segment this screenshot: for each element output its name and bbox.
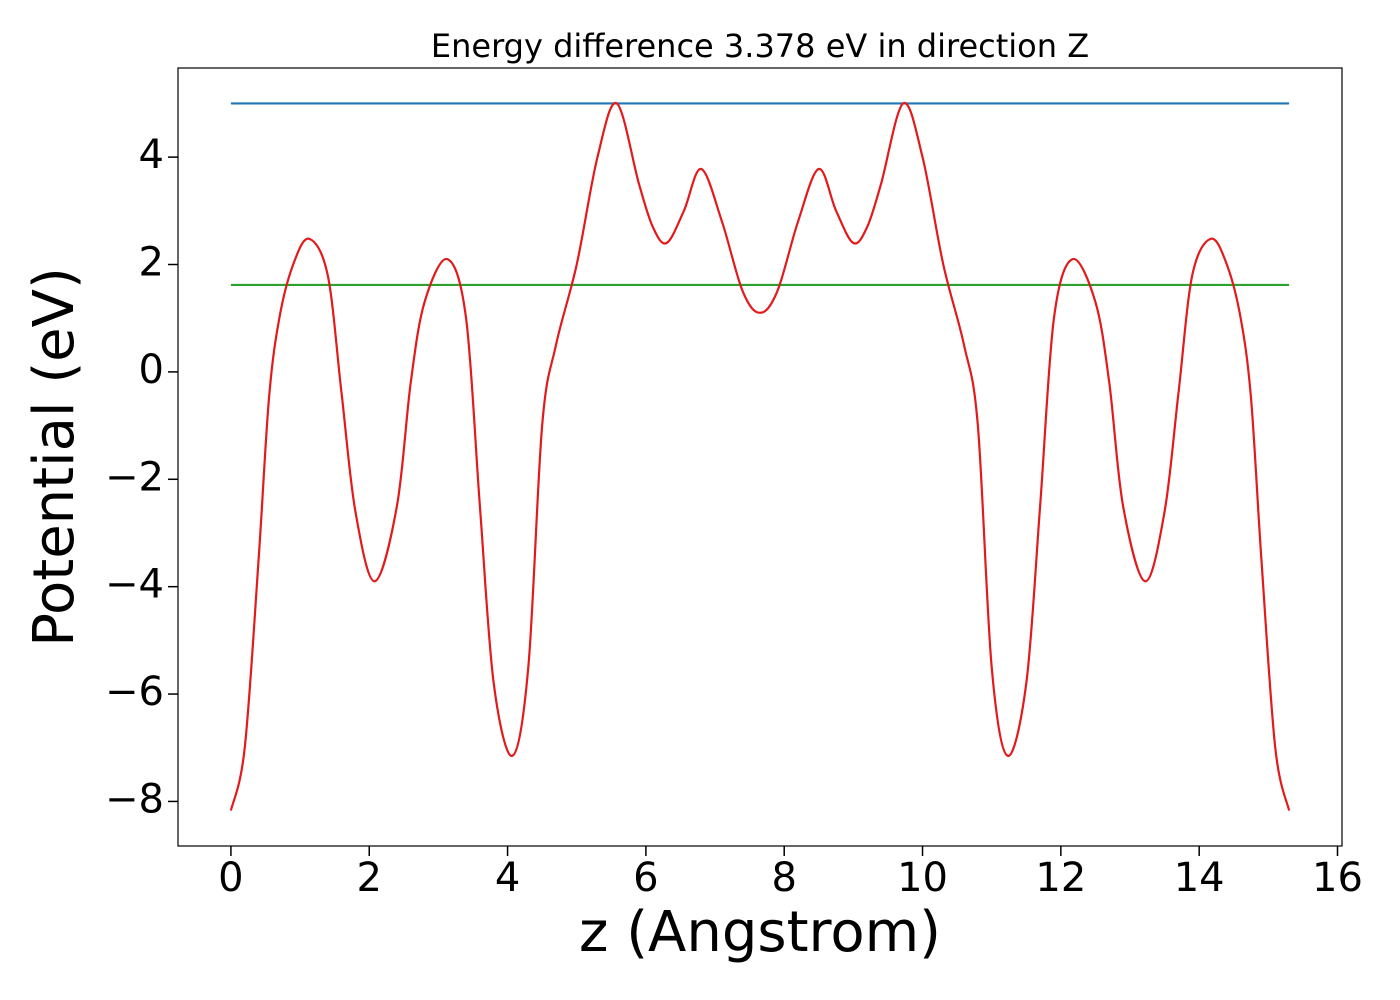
x-tick-label: 12 [1035, 855, 1086, 901]
y-axis-label: Potential (eV) [22, 267, 87, 647]
x-tick-label: 4 [495, 855, 520, 901]
y-tick-label: −6 [105, 669, 164, 715]
x-tick-label: 2 [357, 855, 382, 901]
y-tick-label: −8 [105, 776, 164, 822]
x-tick-label: 14 [1174, 855, 1225, 901]
chart-title: Energy difference 3.378 eV in direction … [431, 27, 1089, 65]
y-tick-label: 0 [139, 347, 164, 393]
x-tick-label: 10 [897, 855, 948, 901]
y-tick-label: 4 [139, 132, 164, 178]
y-tick-label: −2 [105, 454, 164, 500]
x-tick-label: 0 [218, 855, 243, 901]
y-tick-label: −4 [105, 562, 164, 608]
x-axis-label: z (Angstrom) [579, 900, 941, 965]
x-tick-label: 16 [1312, 855, 1363, 901]
data-line [229, 102, 1291, 811]
x-tick-label: 6 [633, 855, 658, 901]
x-tick-label: 8 [771, 855, 796, 901]
y-tick-label: 2 [139, 240, 164, 286]
plot-frame [177, 67, 1343, 847]
